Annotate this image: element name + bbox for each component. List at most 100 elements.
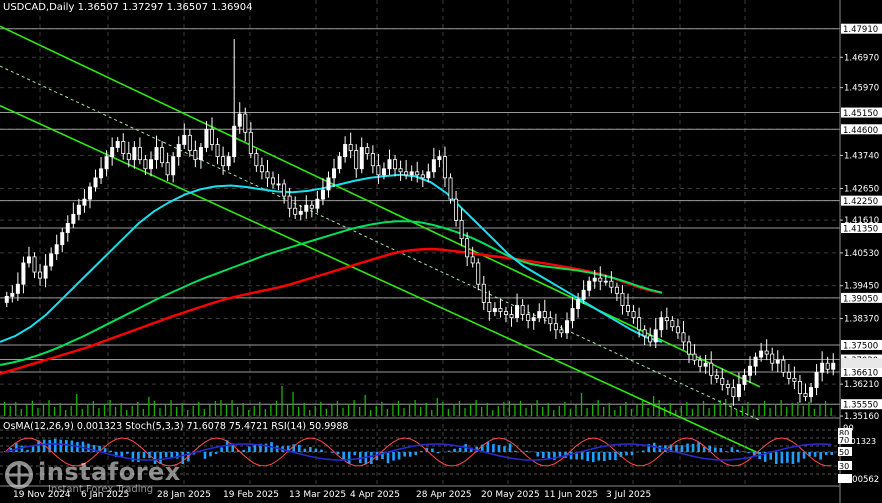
osma-bar (774, 452, 778, 464)
candle-body (559, 329, 564, 334)
candle-body (365, 147, 370, 154)
osma-bar (725, 451, 728, 452)
price-tick-label: 1.44600 (843, 126, 878, 136)
volume-bar (591, 404, 594, 416)
candle-body (26, 256, 31, 264)
osma-bar (225, 440, 229, 452)
osma-bar (786, 452, 789, 463)
osma-bar (747, 452, 750, 453)
volume-bar (314, 406, 316, 416)
volume-bar (481, 407, 483, 416)
osma-bar (675, 444, 678, 452)
volume-bar (542, 407, 544, 416)
candle-body (38, 271, 43, 279)
volume-bar (164, 404, 167, 416)
volume-bar (575, 405, 577, 416)
volume-bar (569, 409, 572, 416)
volume-bar (209, 405, 211, 416)
candle-body (797, 381, 802, 394)
osma-bar (336, 452, 340, 455)
volume-bar (175, 407, 178, 416)
candle-body (720, 377, 725, 385)
volume-bar (708, 408, 710, 416)
osma-bar (264, 443, 268, 452)
volume-bar (20, 409, 22, 416)
candle-body (454, 198, 459, 221)
candle-body (470, 256, 475, 264)
volume-bar (347, 404, 350, 416)
candle-body (182, 134, 187, 145)
volume-bar (719, 400, 721, 416)
volume-bar (797, 402, 799, 416)
candle-body (387, 159, 392, 170)
candle-body (271, 177, 276, 185)
candle-body (137, 147, 142, 161)
candle-body (515, 305, 520, 319)
volume-bar (15, 402, 17, 416)
osma-bar (741, 451, 745, 452)
osma-bar (586, 452, 589, 461)
osma-bar (231, 443, 235, 452)
volume-bar (530, 404, 533, 416)
price-tick-label: 1.38370 (844, 315, 879, 325)
volume-bar (586, 408, 588, 416)
candle-body (814, 371, 819, 388)
osma-bar (303, 448, 307, 452)
volume-bar (558, 406, 560, 416)
price-tick-label: 1.35160 (844, 412, 879, 422)
osma-bar (131, 452, 135, 462)
candle-body (193, 150, 198, 161)
volume-bar (447, 409, 450, 416)
osma-bar (126, 452, 129, 454)
osma-bar (830, 452, 834, 455)
volume-bar (647, 408, 649, 416)
volume-bar (431, 410, 433, 416)
candle-body (620, 292, 625, 306)
candle-body (132, 147, 137, 161)
osma-bar (597, 452, 601, 461)
price-tick-label: 1.37500 (843, 341, 878, 351)
osma-bar (469, 447, 473, 452)
candle-body (598, 277, 603, 282)
osma-bar (98, 445, 101, 452)
osma-bar (525, 450, 528, 452)
candle-body (481, 283, 486, 303)
volume-bar (109, 400, 111, 416)
candle-body (420, 174, 425, 179)
candle-body (631, 311, 636, 319)
logo-tagline: Instant Forex Trading (48, 484, 154, 495)
volume-bar (65, 410, 67, 416)
candle-body (298, 210, 303, 215)
osma-bar (824, 452, 828, 455)
osma-bar (242, 449, 246, 452)
level-price-box (841, 339, 882, 350)
candle-body (675, 326, 680, 334)
candle-body (60, 232, 65, 246)
candle-body (99, 168, 104, 179)
candle-body (703, 362, 708, 367)
volume-bar (286, 404, 289, 416)
candle-body (442, 156, 447, 179)
candle-body (503, 311, 508, 315)
candle-body (359, 147, 364, 170)
candle-body (304, 204, 309, 212)
osma-bar (802, 452, 806, 459)
candle-body (21, 262, 26, 285)
candle-body (115, 141, 120, 148)
osma-bar (603, 452, 606, 462)
x-tick-label: 6 Jan 2025 (81, 490, 129, 500)
volume-bar (236, 407, 239, 416)
candle-body (487, 302, 492, 312)
indicator-level-box (838, 435, 852, 444)
candle-body (215, 144, 220, 158)
candle-body (587, 280, 592, 291)
candle-body (248, 131, 253, 154)
volume-bar (59, 403, 61, 416)
candle-body (254, 153, 259, 167)
price-tick-label: 1.43740 (844, 151, 879, 161)
candle-body (509, 314, 514, 319)
candle-body (415, 171, 420, 176)
candle-body (825, 362, 830, 370)
